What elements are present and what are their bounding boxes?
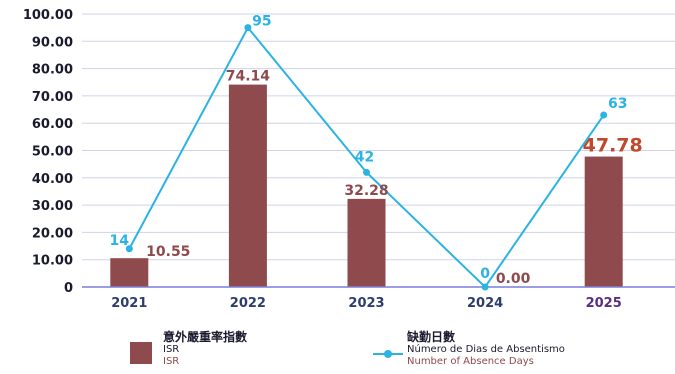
y-tick-label: 50.00: [32, 145, 73, 160]
isr-data-label: 47.78: [583, 135, 643, 157]
y-tick-label: 70.00: [32, 90, 73, 105]
x-category-label: 2024: [467, 296, 503, 311]
isr-data-label: 74.14: [226, 69, 271, 85]
legend-absence-title: 缺勤日數: [407, 330, 456, 344]
absence-data-label: 63: [608, 96, 627, 112]
y-tick-label: 10.00: [32, 254, 73, 269]
absence-point: [363, 168, 370, 176]
y-tick-label: 30.00: [32, 199, 73, 214]
absence-data-label: 95: [252, 14, 271, 30]
absence-data-label: 42: [355, 149, 374, 165]
bar: [584, 156, 623, 287]
absence-data-label: 0: [480, 266, 490, 282]
y-tick-label: 60.00: [32, 117, 73, 132]
x-category-label: 2022: [230, 296, 266, 311]
legend-absence: 缺勤日數 Número de Dias de Absentismo Number…: [407, 330, 565, 368]
bar: [228, 84, 267, 287]
x-category-label: 2025: [586, 296, 622, 311]
y-tick-label: 0: [64, 281, 73, 296]
isr-data-label: 32.28: [344, 183, 388, 199]
y-tick-label: 80.00: [32, 63, 73, 78]
absence-point: [125, 245, 133, 253]
legend-absence-en: Number of Absence Days: [407, 356, 534, 367]
legend-isr-title: 意外嚴重率指數: [163, 330, 248, 344]
legend-line-swatch: [373, 350, 403, 358]
bar: [347, 198, 386, 287]
absence-point: [481, 283, 489, 291]
absence-point: [244, 24, 252, 32]
y-tick-label: 90.00: [32, 35, 73, 50]
legend-bar-swatch: [130, 342, 152, 364]
x-category-label: 2021: [111, 296, 147, 311]
legend-isr-en: ISR: [163, 356, 180, 367]
absence-point: [600, 111, 608, 119]
y-tick-label: 20.00: [32, 226, 73, 241]
y-tick-label: 100.00: [23, 8, 73, 23]
legend-isr: 意外嚴重率指數 ISR ISR: [163, 330, 247, 368]
chart: 0 10.00 20.00 30.00 40.00 50.00 60.00 70.00 80.0…: [23, 8, 675, 311]
isr-data-label: 10.55: [146, 244, 190, 260]
y-tick-label: 40.00: [32, 172, 73, 187]
absence-data-label: 14: [110, 233, 130, 249]
bar: [110, 258, 149, 287]
x-category-label: 2023: [348, 296, 384, 311]
legend-absence-pt: Número de Dias de Absentismo: [407, 344, 565, 355]
legend-isr-pt: ISR: [163, 344, 180, 355]
isr-data-label: 0.00: [496, 271, 531, 287]
